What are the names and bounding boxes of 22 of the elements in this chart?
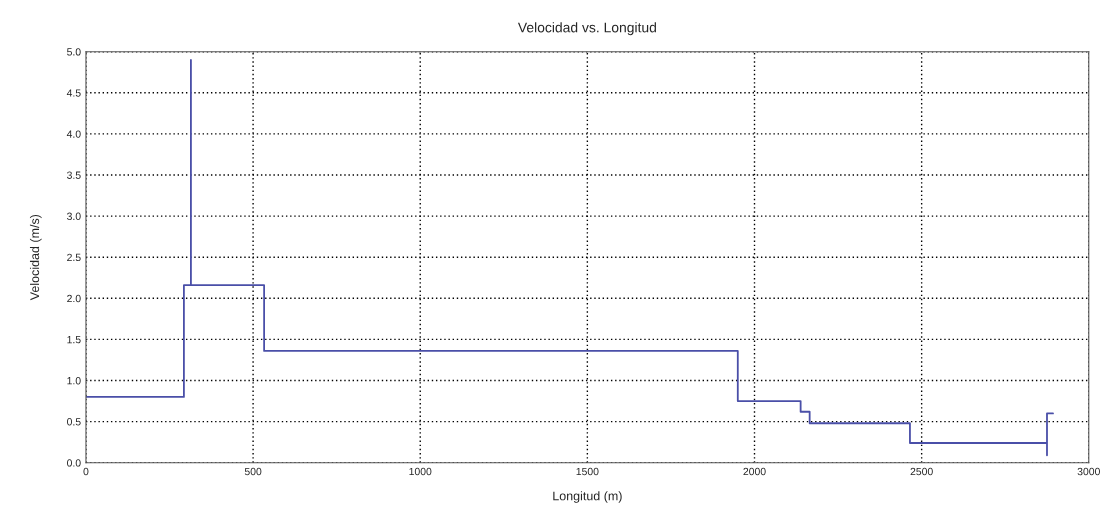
x-tick-label: 1500 <box>576 467 599 476</box>
x-tick-label: 0 <box>83 467 89 476</box>
y-tick-label: 4.0 <box>66 130 81 138</box>
x-tick-label: 500 <box>244 467 262 476</box>
chart-title: Velocidad vs. Longitud <box>517 22 656 36</box>
y-tick-label: 4.5 <box>66 89 81 97</box>
y-tick-label: 0.0 <box>67 459 81 467</box>
y-tick-label: 2.0 <box>67 294 81 303</box>
y-tick-label: 2.5 <box>67 253 81 262</box>
x-axis-title: Longitud (m) <box>553 491 622 503</box>
x-tick-label: 2000 <box>743 467 766 476</box>
y-axis-title: Velocidad (m/s) <box>29 214 42 301</box>
x-tick-label: 2500 <box>910 467 933 476</box>
x-tick-label: 3000 <box>1077 467 1100 476</box>
y-tick-label: 3.0 <box>67 212 81 220</box>
y-tick-label: 0.5 <box>67 418 81 426</box>
y-tick-label: 1.0 <box>67 377 81 385</box>
y-tick-label: 3.5 <box>67 171 81 179</box>
y-tick-label: 1.5 <box>67 336 81 344</box>
line-series <box>85 59 1054 457</box>
x-tick-label: 1000 <box>409 467 432 476</box>
y-tick-label: 5.0 <box>67 48 81 56</box>
